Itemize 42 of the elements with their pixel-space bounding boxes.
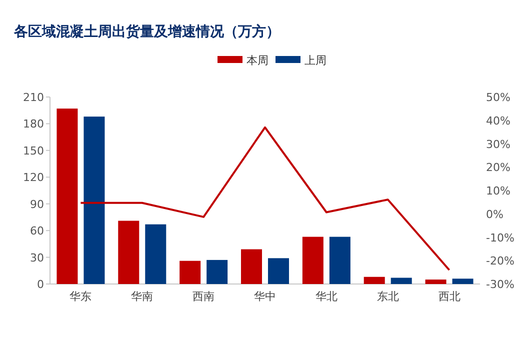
x-tick-label: 华北 bbox=[315, 290, 338, 303]
y2-tick-label: 30% bbox=[486, 138, 510, 151]
bar bbox=[452, 278, 474, 284]
bar bbox=[241, 249, 262, 284]
bar bbox=[364, 276, 385, 284]
y-tick-label: 90 bbox=[30, 198, 44, 211]
y-tick-label: 120 bbox=[23, 171, 44, 184]
x-tick-label: 华南 bbox=[131, 290, 154, 303]
legend-label: 上周 bbox=[304, 54, 326, 67]
y2-tick-label: 50% bbox=[486, 91, 510, 104]
y2-tick-label: 40% bbox=[486, 114, 510, 128]
y2-tick-label: 0% bbox=[486, 208, 504, 221]
y-tick-label: 150 bbox=[23, 144, 44, 158]
x-tick-label: 西北 bbox=[438, 290, 460, 303]
bar bbox=[268, 258, 289, 284]
y-tick-label: 60 bbox=[30, 224, 44, 238]
bar bbox=[180, 260, 201, 284]
bar bbox=[145, 224, 166, 284]
chart-title: 各区域混凝土周出货量及增速情况（万方） bbox=[13, 23, 280, 40]
bar bbox=[118, 220, 140, 284]
line-series bbox=[80, 126, 450, 271]
x-tick-label: 西南 bbox=[192, 290, 215, 303]
y-tick-label: 30 bbox=[30, 251, 44, 264]
x-tick-label: 东北 bbox=[376, 290, 399, 303]
bar bbox=[329, 236, 350, 284]
bar bbox=[84, 116, 105, 284]
legend-label: 本周 bbox=[246, 54, 268, 67]
y-tick-label: 0 bbox=[37, 278, 44, 291]
y-tick-label: 210 bbox=[23, 91, 44, 104]
y2-tick-label: 20% bbox=[486, 161, 510, 174]
x-tick-label: 华中 bbox=[254, 290, 276, 303]
bar bbox=[425, 280, 446, 284]
bar bbox=[302, 236, 324, 284]
bar bbox=[390, 278, 412, 284]
bar bbox=[56, 108, 78, 284]
y2-tick-label: 10% bbox=[486, 184, 510, 198]
y2-tick-label: -20% bbox=[486, 254, 514, 268]
y-tick-label: 180 bbox=[23, 118, 44, 131]
y2-tick-label: -10% bbox=[486, 231, 514, 244]
x-tick-label: 华东 bbox=[70, 290, 92, 303]
y2-tick-label: -30% bbox=[486, 278, 514, 291]
bar bbox=[206, 260, 228, 284]
